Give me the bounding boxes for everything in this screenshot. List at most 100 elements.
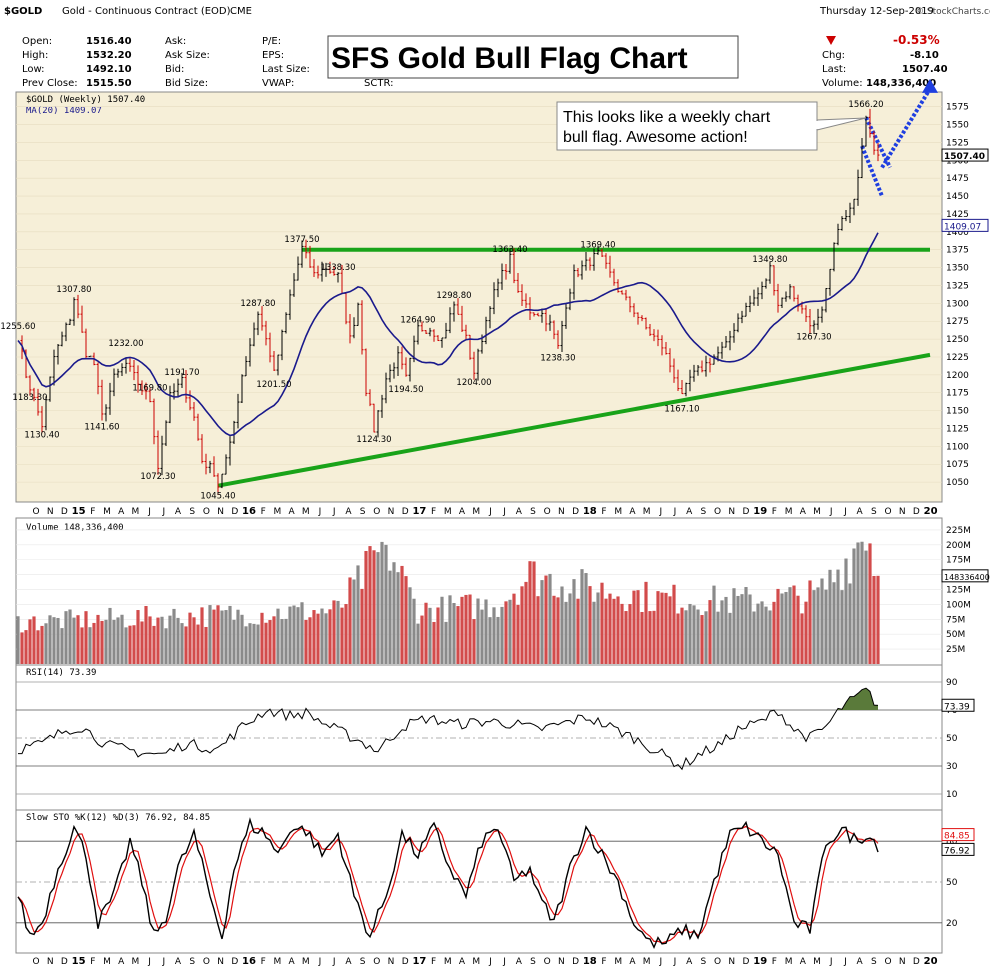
- volume-bar: [684, 610, 688, 664]
- volume-bar: [320, 608, 324, 664]
- title-box: SFS Gold Bull Flag Chart: [327, 35, 739, 79]
- x-axis-label: D: [913, 507, 920, 517]
- sto-ytick-label: 50: [946, 878, 958, 888]
- volume-bar: [344, 604, 348, 664]
- x-axis-label: F: [772, 957, 777, 967]
- volume-bar: [420, 615, 424, 664]
- x-axis-label: N: [728, 957, 735, 967]
- flag-projection-line: [880, 87, 932, 169]
- callout-line-1: This looks like a weekly chart: [563, 109, 771, 126]
- volume-bar: [532, 561, 536, 664]
- volume-bar: [644, 581, 648, 664]
- volume-bar: [284, 618, 288, 664]
- x-axis-label: O: [32, 957, 39, 967]
- volume-bar: [408, 587, 412, 664]
- x-axis-label: A: [175, 957, 182, 967]
- volume-bar: [272, 616, 276, 664]
- volume-bar: [672, 584, 676, 664]
- x-axis-label: M: [785, 957, 793, 967]
- x-axis-label: D: [61, 957, 68, 967]
- price-annotation: 1264.90: [400, 315, 435, 325]
- volume-bar: [660, 592, 664, 664]
- x-axis-label: O: [714, 957, 721, 967]
- volume-bar: [456, 606, 460, 664]
- sto-panel-title: Slow STO %K(12) %D(3) 76.92, 84.85: [26, 813, 210, 823]
- volume-bar: [724, 596, 728, 664]
- sto-d-line: [17, 825, 879, 944]
- x-axis-label: D: [402, 507, 409, 517]
- volume-bar: [428, 607, 432, 664]
- volume-bar: [264, 622, 268, 664]
- x-axis-label: J: [658, 507, 662, 517]
- x-axis-label: A: [686, 507, 693, 517]
- price-ytick-label: 1100: [946, 442, 969, 452]
- volume-bar: [828, 569, 832, 664]
- volume-bar: [576, 598, 580, 664]
- volume-bar: [856, 542, 860, 664]
- price-annotation: 1298.80: [436, 291, 471, 301]
- volume-bar: [572, 579, 576, 664]
- volume-bar: [620, 603, 624, 664]
- watermark-text: © StockCharts.com: [915, 7, 990, 17]
- low-label: Low:: [22, 64, 45, 75]
- volume-bar: [28, 619, 32, 664]
- x-axis-label: M: [103, 507, 111, 517]
- volume-bar: [820, 578, 824, 664]
- price-annotation: 1232.00: [108, 339, 143, 349]
- volume-bar: [144, 606, 148, 664]
- x-axis-label: N: [388, 507, 395, 517]
- volume-bar: [240, 614, 244, 664]
- volume-bar: [636, 590, 640, 664]
- x-axis-label: D: [231, 957, 238, 967]
- volume-bar: [332, 600, 336, 664]
- price-ytick-label: 1350: [946, 264, 969, 274]
- volume-bar: [768, 610, 772, 664]
- x-axis-label: F: [601, 957, 606, 967]
- x-axis-label: N: [899, 507, 906, 517]
- rsi-last-tag: [941, 698, 975, 712]
- volume-bar: [148, 616, 152, 664]
- price-annotation: 1338.30: [320, 263, 355, 273]
- x-axis-label: J: [318, 957, 322, 967]
- volume-bar: [176, 617, 180, 664]
- x-axis-label: M: [614, 507, 622, 517]
- x-axis-label: F: [601, 507, 606, 517]
- volume-bar: [496, 616, 500, 664]
- volume-bar: [864, 550, 868, 664]
- x-axis-label: A: [289, 957, 296, 967]
- volume-bar: [32, 616, 36, 664]
- price-annotation: 1377.50: [284, 235, 319, 245]
- volume-bar: [816, 587, 820, 664]
- volume-bar: [588, 586, 592, 664]
- price-annotation: 1169.80: [132, 383, 167, 393]
- volume-bar: [360, 588, 364, 664]
- volume-bar: [416, 623, 420, 664]
- volume-bar: [36, 630, 40, 664]
- x-axis-label: M: [614, 957, 622, 967]
- volume-bar: [156, 617, 160, 664]
- volume-bar: [392, 562, 396, 664]
- volume-bar: [648, 611, 652, 664]
- x-axis-label: M: [274, 957, 282, 967]
- volume-bar: [380, 541, 384, 664]
- volume-bar: [764, 606, 768, 664]
- x-axis-label: 15: [72, 956, 86, 967]
- x-axis-label: D: [572, 957, 579, 967]
- x-axis-label: N: [728, 507, 735, 517]
- volume-bar: [288, 606, 292, 664]
- volume-bar: [716, 611, 720, 664]
- volume-bar: [200, 607, 204, 664]
- volume-label: Volume:: [822, 78, 863, 89]
- eps-label: EPS:: [262, 50, 284, 61]
- volume-bar: [480, 609, 484, 664]
- volume-bar: [556, 597, 560, 664]
- x-axis-label: O: [32, 507, 39, 517]
- price-ytick-label: 1425: [946, 210, 969, 220]
- price-annotation: 1349.80: [752, 255, 787, 265]
- chg-value: -8.10: [910, 50, 939, 61]
- volume-bar: [520, 586, 524, 664]
- price-annotation: 1045.40: [200, 491, 235, 501]
- price-panel: [15, 91, 943, 503]
- volume-bar: [780, 593, 784, 664]
